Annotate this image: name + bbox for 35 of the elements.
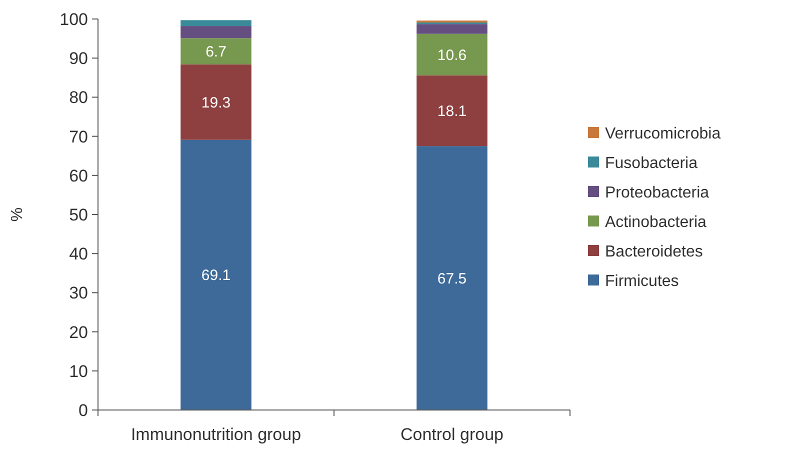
data-label: 6.7 [206,44,226,61]
x-tick-label: Immunonutrition group [130,425,302,444]
y-tick-label: 10 [69,362,88,381]
legend-label: Fusobacteria [605,155,698,172]
bar [180,140,252,410]
data-label: 19.3 [201,94,231,112]
bar [416,24,488,34]
legend-label: Proteobacteria [605,184,710,202]
legend-label: Verrucomicrobia [605,126,721,143]
y-tick-label: 30 [69,284,88,303]
bar [180,38,252,64]
x-tick-label: Control group [400,425,504,444]
bar [416,34,488,76]
bar [180,64,252,140]
data-label: 18.1 [437,102,467,120]
y-tick-label: 60 [69,166,88,186]
y-axis-title: % [9,207,26,222]
y-tick-label: 50 [69,205,88,224]
y-tick-label: 0 [78,400,88,420]
y-tick-label: 70 [69,127,88,146]
y-tick-label: 100 [60,10,88,29]
bar [416,75,488,146]
legend-label: Firmicutes [605,273,679,290]
legend-label: Actinobacteria [605,214,706,232]
bar [416,146,488,410]
y-tick-label: 90 [69,49,88,68]
y-tick-label: 20 [69,322,88,342]
legend-label: Bacteroidetes [605,244,703,261]
y-tick-label: 80 [69,88,88,108]
y-tick-label: 40 [69,244,88,264]
data-label: 69.1 [201,267,231,284]
data-label: 67.5 [437,270,467,288]
data-label: 10.6 [437,46,467,64]
bar [180,26,252,38]
bar [180,20,252,26]
